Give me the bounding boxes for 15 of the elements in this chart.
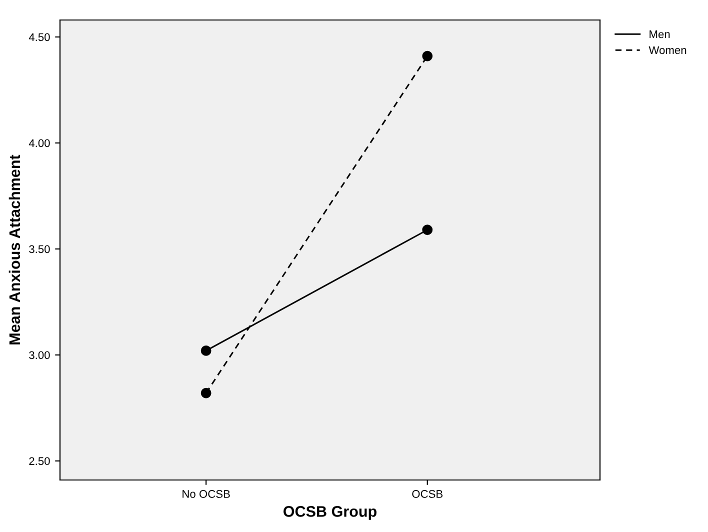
x-tick-label: No OCSB — [182, 490, 230, 498]
x-axis-title: OCSB Group — [284, 506, 376, 520]
point — [200, 388, 212, 398]
y-axis-title: Mean Anxious Attachment — [8, 154, 20, 344]
x-tick-label: OCSB — [412, 490, 443, 498]
legend-label: Women — [648, 46, 686, 54]
y-tick-label: 4.50 — [28, 33, 50, 42]
y-tick-label: 2.50 — [29, 457, 50, 466]
point — [422, 50, 433, 62]
y-tick-label: 3.00 — [29, 351, 50, 360]
y-tick-label: 4.00 — [28, 139, 50, 148]
legend-label: Men — [650, 30, 670, 38]
point — [200, 345, 212, 356]
point — [422, 224, 433, 236]
y-tick-label: 3.50 — [29, 245, 50, 254]
